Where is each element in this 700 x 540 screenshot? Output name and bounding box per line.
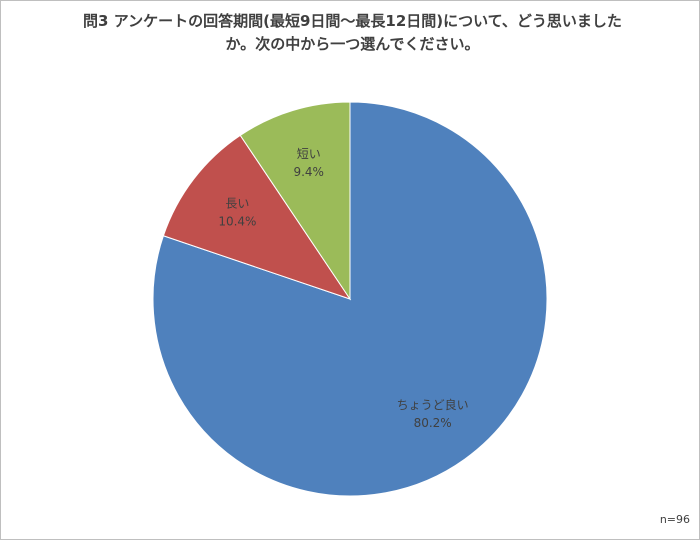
sample-size-note: n=96 — [660, 513, 690, 526]
slice-value-label: 9.4% — [293, 165, 324, 179]
chart-title: 問3 アンケートの回答期間(最短9日間～最長12日間)について、どう思いましたか… — [83, 12, 622, 53]
pie-slice — [162, 134, 352, 300]
pie-slice — [239, 101, 351, 301]
slice-value-label: 80.2% — [414, 416, 452, 430]
slice-value-label: 10.4% — [218, 214, 256, 228]
slice-label: ちょうど良い — [397, 397, 469, 412]
slice-label: 長い — [225, 196, 249, 210]
slice-label: 短い — [297, 147, 321, 161]
